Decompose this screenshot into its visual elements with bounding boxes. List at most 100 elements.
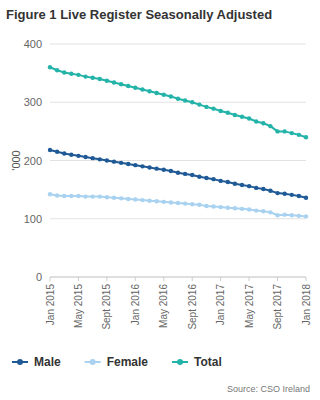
series-marker	[162, 168, 166, 172]
series-marker	[304, 196, 308, 200]
grid-line	[50, 218, 306, 219]
series-marker	[105, 158, 109, 162]
series-marker	[261, 187, 265, 191]
series-marker	[297, 214, 301, 218]
series-marker	[304, 214, 308, 218]
legend: Male Female Total	[12, 355, 222, 369]
title: Figure 1 Live Register Seasonally Adjust…	[6, 7, 272, 22]
series-marker	[90, 156, 94, 160]
series-marker	[69, 72, 73, 76]
legend-label: Total	[194, 355, 222, 369]
series-marker	[282, 192, 286, 196]
series-marker	[140, 164, 144, 168]
series-marker	[83, 74, 87, 78]
series-marker	[261, 121, 265, 125]
series-marker	[275, 129, 279, 133]
legend-marker	[17, 359, 23, 365]
series-marker	[147, 165, 151, 169]
x-tick-label: Sept 2017	[272, 284, 283, 330]
series-line	[50, 150, 306, 198]
y-tick-label: 100	[24, 213, 42, 225]
x-tick	[249, 277, 250, 281]
series-marker	[48, 148, 52, 152]
y-tick-label: 200	[24, 155, 42, 167]
series-marker	[126, 197, 130, 201]
series-marker	[90, 76, 94, 80]
series-marker	[290, 193, 294, 197]
series-marker	[119, 82, 123, 86]
series-line	[50, 194, 306, 216]
series-marker	[240, 115, 244, 119]
series-marker	[297, 194, 301, 198]
series-marker	[119, 196, 123, 200]
series-marker	[69, 194, 73, 198]
x-tick	[163, 277, 164, 281]
series-marker	[98, 77, 102, 81]
series-marker	[154, 199, 158, 203]
series-marker	[176, 201, 180, 205]
series-marker	[275, 213, 279, 217]
series-marker	[211, 204, 215, 208]
series-marker	[218, 179, 222, 183]
series-marker	[55, 150, 59, 154]
series-marker	[218, 109, 222, 113]
grid-line	[50, 277, 306, 278]
y-tick-label: 300	[24, 96, 42, 108]
series-marker	[119, 161, 123, 165]
x-tick-label: Jan 2017	[215, 284, 226, 326]
series-marker	[169, 200, 173, 204]
x-tick	[106, 277, 107, 281]
series-marker	[55, 193, 59, 197]
series-marker	[98, 194, 102, 198]
series-marker	[133, 163, 137, 167]
series-marker	[69, 152, 73, 156]
legend-label: Female	[107, 355, 149, 369]
series-marker	[226, 205, 230, 209]
series-marker	[83, 155, 87, 159]
y-tick-label: 400	[24, 38, 42, 50]
series-marker	[204, 176, 208, 180]
series-marker	[290, 131, 294, 135]
grid-line	[50, 44, 306, 45]
plot-area	[48, 65, 308, 219]
x-tick	[306, 277, 307, 281]
series-marker	[218, 205, 222, 209]
series-marker	[176, 171, 180, 175]
series-marker	[254, 119, 258, 123]
series-marker	[169, 94, 173, 98]
x-tick-label: Sept 2015	[101, 284, 112, 330]
series-marker	[204, 204, 208, 208]
series-line	[50, 67, 306, 137]
series-marker	[154, 166, 158, 170]
series-marker	[62, 194, 66, 198]
series-marker	[55, 68, 59, 72]
x-tick	[135, 277, 136, 281]
x-tick-label: Sept 2016	[187, 284, 198, 330]
x-tick-label: May 2015	[73, 284, 84, 328]
series-marker	[154, 91, 158, 95]
x-tick-label: Jan 2016	[130, 284, 141, 326]
series-marker	[90, 194, 94, 198]
series-marker	[162, 92, 166, 96]
series-marker	[112, 196, 116, 200]
x-tick-label: May 2017	[244, 284, 255, 328]
x-tick	[78, 277, 79, 281]
series-marker	[233, 206, 237, 210]
legend-label: Male	[34, 355, 61, 369]
series-marker	[247, 207, 251, 211]
series-marker	[105, 78, 109, 82]
series-marker	[133, 197, 137, 201]
x-tick-label: Jan 2015	[45, 284, 56, 326]
y-tick-label: 0	[36, 271, 42, 283]
series-marker	[126, 84, 130, 88]
series-marker	[275, 191, 279, 195]
series-marker	[268, 124, 272, 128]
grid-line	[50, 102, 306, 103]
series-marker	[62, 70, 66, 74]
series-marker	[76, 194, 80, 198]
x-tick	[220, 277, 221, 281]
series-marker	[247, 184, 251, 188]
series-marker	[140, 198, 144, 202]
series-marker	[226, 111, 230, 115]
y-axis-label: '000	[10, 150, 22, 170]
